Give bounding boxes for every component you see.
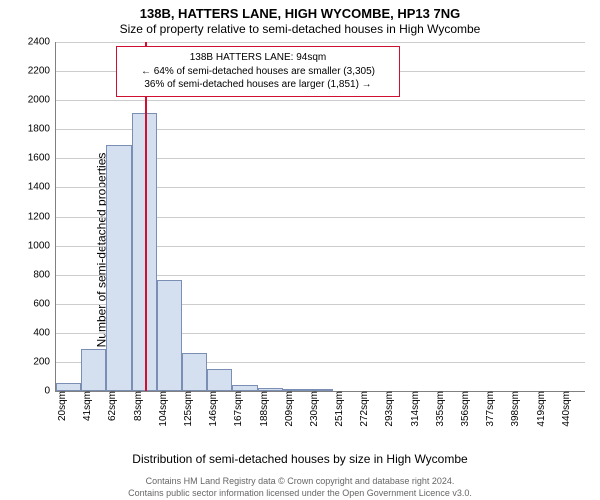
- x-tick-label: 377sqm: [481, 391, 496, 427]
- x-tick-label: 209sqm: [280, 391, 295, 427]
- x-tick-label: 41sqm: [78, 391, 93, 421]
- x-tick-label: 146sqm: [204, 391, 219, 427]
- callout-line2: ← 64% of semi-detached houses are smalle…: [123, 65, 393, 79]
- y-tick-label: 400: [33, 327, 56, 338]
- histogram-bar: [106, 145, 131, 391]
- x-tick-label: 440sqm: [557, 391, 572, 427]
- histogram-bar: [157, 280, 182, 391]
- y-tick-label: 1400: [28, 182, 56, 193]
- attribution-line2: Contains public sector information licen…: [0, 488, 600, 498]
- x-tick-label: 20sqm: [53, 391, 68, 421]
- x-tick-label: 251sqm: [330, 391, 345, 427]
- histogram-bar: [56, 383, 81, 391]
- x-tick-label: 83sqm: [129, 391, 144, 421]
- chart-container: 138B, HATTERS LANE, HIGH WYCOMBE, HP13 7…: [0, 0, 600, 500]
- callout-box: 138B HATTERS LANE: 94sqm ← 64% of semi-d…: [116, 46, 400, 97]
- title-subtitle: Size of property relative to semi-detach…: [0, 22, 600, 36]
- callout-line3: 36% of semi-detached houses are larger (…: [123, 78, 393, 92]
- y-tick-label: 1600: [28, 153, 56, 164]
- attribution-line1: Contains HM Land Registry data © Crown c…: [0, 476, 600, 486]
- x-tick-label: 314sqm: [406, 391, 421, 427]
- plot-area: 0200400600800100012001400160018002000220…: [55, 42, 585, 392]
- x-axis-label: Distribution of semi-detached houses by …: [0, 452, 600, 466]
- y-tick-label: 2000: [28, 95, 56, 106]
- y-tick-label: 800: [33, 269, 56, 280]
- callout-line1: 138B HATTERS LANE: 94sqm: [123, 51, 393, 65]
- y-tick-label: 1000: [28, 240, 56, 251]
- x-tick-label: 125sqm: [179, 391, 194, 427]
- y-tick-label: 600: [33, 298, 56, 309]
- x-tick-label: 293sqm: [380, 391, 395, 427]
- x-tick-label: 356sqm: [456, 391, 471, 427]
- x-tick-label: 167sqm: [229, 391, 244, 427]
- x-tick-label: 272sqm: [355, 391, 370, 427]
- y-tick-label: 2400: [28, 37, 56, 48]
- y-tick-label: 2200: [28, 66, 56, 77]
- title-address: 138B, HATTERS LANE, HIGH WYCOMBE, HP13 7…: [0, 6, 600, 21]
- x-tick-label: 188sqm: [255, 391, 270, 427]
- grid-line: [56, 42, 585, 43]
- x-tick-label: 62sqm: [103, 391, 118, 421]
- y-tick-label: 200: [33, 356, 56, 367]
- x-tick-label: 398sqm: [506, 391, 521, 427]
- y-tick-label: 1800: [28, 124, 56, 135]
- histogram-bar: [182, 353, 207, 391]
- x-tick-label: 104sqm: [154, 391, 169, 427]
- histogram-bar: [81, 349, 106, 391]
- x-tick-label: 419sqm: [532, 391, 547, 427]
- x-tick-label: 335sqm: [431, 391, 446, 427]
- y-tick-label: 1200: [28, 211, 56, 222]
- grid-line: [56, 100, 585, 101]
- histogram-bar: [207, 369, 232, 391]
- x-tick-label: 230sqm: [305, 391, 320, 427]
